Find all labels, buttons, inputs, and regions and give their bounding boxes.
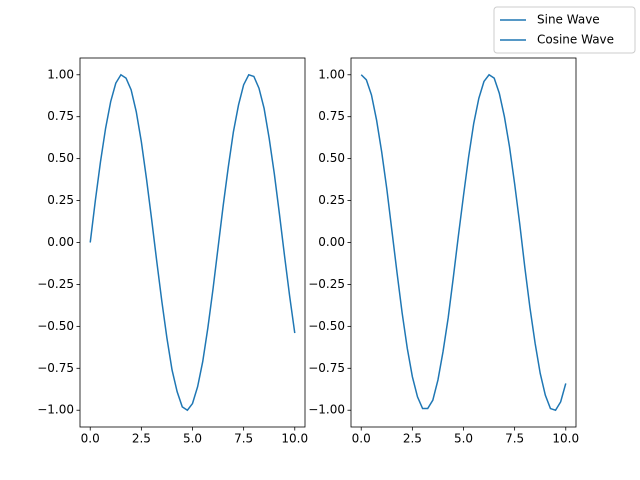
y-tick-label: −0.25 bbox=[37, 277, 74, 291]
y-tick-label: −0.50 bbox=[308, 319, 345, 333]
x-tick-label: 0.0 bbox=[352, 432, 371, 446]
y-tick-label: 0.00 bbox=[47, 235, 74, 249]
y-tick-label: −0.75 bbox=[37, 361, 74, 375]
x-tick-label: 2.5 bbox=[132, 432, 151, 446]
y-tick-label: 1.00 bbox=[47, 67, 74, 81]
axes-frame bbox=[350, 57, 577, 428]
y-tick-label: −0.75 bbox=[308, 361, 345, 375]
axes-frame bbox=[79, 57, 306, 428]
y-tick-label: 0.50 bbox=[47, 151, 74, 165]
y-tick-label: −1.00 bbox=[37, 403, 74, 417]
y-tick-label: −1.00 bbox=[308, 403, 345, 417]
legend-label: Cosine Wave bbox=[537, 33, 614, 47]
y-tick-label: 1.00 bbox=[318, 67, 345, 81]
x-tick-label: 5.0 bbox=[454, 432, 473, 446]
y-tick-label: −0.25 bbox=[308, 277, 345, 291]
y-tick-label: 0.00 bbox=[318, 235, 345, 249]
x-tick-label: 7.5 bbox=[234, 432, 253, 446]
x-tick-label: 7.5 bbox=[505, 432, 524, 446]
x-tick-label: 2.5 bbox=[403, 432, 422, 446]
y-tick-label: 0.50 bbox=[318, 151, 345, 165]
series-line bbox=[360, 73, 567, 412]
y-tick-label: 0.25 bbox=[318, 193, 345, 207]
y-tick-label: 0.25 bbox=[47, 193, 74, 207]
legend-label: Sine Wave bbox=[537, 13, 600, 27]
x-tick-label: 10.0 bbox=[552, 432, 579, 446]
y-tick-label: −0.50 bbox=[37, 319, 74, 333]
x-tick-label: 5.0 bbox=[183, 432, 202, 446]
legend-box bbox=[493, 6, 636, 54]
y-tick-label: 0.75 bbox=[47, 109, 74, 123]
x-tick-label: 10.0 bbox=[281, 432, 308, 446]
y-tick-label: 0.75 bbox=[318, 109, 345, 123]
series-line bbox=[89, 73, 296, 412]
x-tick-label: 0.0 bbox=[81, 432, 100, 446]
